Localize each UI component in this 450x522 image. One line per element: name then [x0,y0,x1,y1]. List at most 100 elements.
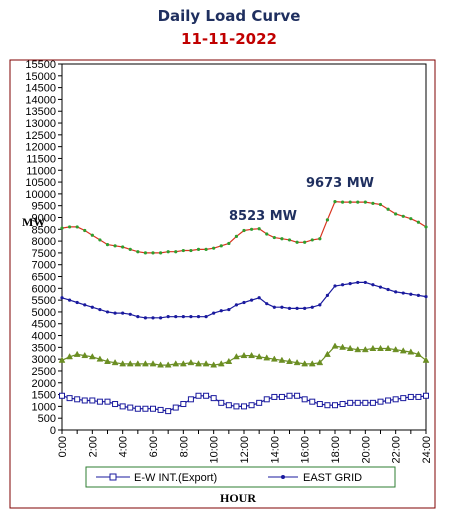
data-point-s2-22 [225,357,233,364]
data-point-s2-16 [179,360,187,367]
data-point-s0-7 [112,401,119,408]
data-point-s3-26 [257,227,261,231]
y-tick-label: 5000 [32,307,56,319]
data-point-s3-28 [272,235,276,240]
data-point-s1-44 [394,290,398,294]
y-tick-label: 11500 [26,153,56,165]
data-point-s0-13 [157,406,164,413]
x-tick-label: 22:00 [391,436,403,464]
data-point-s3-7 [113,244,117,248]
data-point-s0-14 [165,408,172,415]
data-point-s3-36 [333,199,337,204]
data-point-s2-18 [195,360,202,367]
data-point-s2-9 [126,360,134,367]
data-point-s3-13 [158,251,163,255]
data-point-s1-29 [280,305,284,309]
data-point-s1-17 [189,315,193,319]
data-point-s2-11 [141,360,149,367]
data-point-s3-9 [128,247,132,251]
x-tick-label: 6:00 [148,436,160,457]
data-point-s3-27 [265,232,269,236]
y-tick-label: 8500 [32,224,56,236]
data-point-s1-20 [212,311,216,315]
data-point-s0-5 [96,398,103,405]
data-point-s1-24 [242,300,246,305]
data-point-s2-3 [81,351,89,359]
x-tick-label: 2:00 [87,436,99,457]
data-point-s1-42 [378,285,383,289]
x-axis-ticks: 0:00 2:00 4:00 6:00 8:00 10:00 12:00 14:00 16:00… [57,430,433,464]
data-point-s3-29 [280,237,284,241]
y-tick-label: 4000 [32,331,56,343]
data-point-s2-17 [187,358,195,366]
data-point-s3-40 [363,200,367,204]
legend-marker-square [109,473,117,481]
data-point-s0-36 [332,402,338,409]
data-point-s3-34 [318,237,322,241]
data-point-s2-13 [157,361,165,368]
data-point-s0-16 [180,401,187,408]
data-point-s3-15 [174,250,178,254]
data-point-s1-25 [249,298,254,302]
y-tick-label: 14500 [25,83,56,95]
y-axis-label: MW [22,215,45,229]
data-point-s1-13 [158,316,163,320]
data-point-s3-11 [143,251,148,255]
y-tick-label: 12000 [25,142,56,154]
data-point-s2-5 [96,355,104,362]
data-point-s3-39 [356,200,360,204]
data-point-s2-44 [392,346,400,353]
data-point-s2-29 [278,356,286,363]
data-point-s0-41 [369,399,376,406]
data-point-s2-33 [308,360,316,367]
data-point-s1-18 [196,315,201,319]
data-point-s3-31 [295,240,299,244]
y-tick-label: 11000 [26,165,56,177]
data-point-s2-28 [270,355,278,362]
legend-marker-dot [281,475,285,479]
y-tick-label: 14000 [25,94,56,106]
y-tick-label: 7500 [32,248,56,260]
data-point-s3-41 [371,201,375,205]
data-point-s3-8 [121,245,125,249]
data-point-s2-8 [119,360,127,367]
y-tick-label: 2500 [32,366,56,378]
data-point-s0-47 [415,393,422,400]
legend: E-W INT.(Export) EAST GRID [85,466,396,488]
data-point-s2-14 [164,361,172,368]
data-point-s1-46 [409,292,413,296]
y-tick-label: 13500 [25,106,56,118]
data-point-s1-23 [234,303,239,307]
data-point-s1-38 [348,282,352,286]
y-tick-label: 15500 [25,59,56,71]
data-point-s2-48 [422,356,430,363]
data-point-s0-0 [59,392,65,399]
y-tick-label: 10500 [25,177,56,189]
y-tick-label: 9500 [32,201,56,213]
data-point-s1-5 [98,307,102,312]
data-point-s3-5 [98,238,102,242]
data-point-s0-6 [104,398,111,405]
data-point-s2-10 [134,360,142,367]
data-point-s0-4 [89,397,96,404]
data-point-s0-32 [301,396,308,403]
data-point-s2-26 [255,353,263,360]
x-tick-label: 16:00 [300,436,312,464]
annotation-peak-night: 9673 MW [306,176,374,191]
data-point-s0-20 [210,395,217,402]
x-tick-label: 12:00 [239,436,251,464]
x-tick-label: 10:00 [209,436,221,464]
data-point-s2-24 [240,351,248,359]
y-tick-label: 4500 [32,319,56,331]
data-point-s2-32 [301,360,309,367]
data-point-s3-3 [83,228,87,233]
data-point-s1-22 [227,307,231,312]
data-point-s1-31 [295,306,299,310]
data-point-s0-25 [248,402,255,409]
data-point-s0-33 [309,398,316,405]
data-point-s3-0 [60,226,64,230]
annotation-peak-evening: 8523 MW [229,209,297,224]
data-point-s2-20 [210,361,218,368]
data-point-s1-2 [75,300,79,305]
x-tick-label: 14:00 [269,436,281,464]
